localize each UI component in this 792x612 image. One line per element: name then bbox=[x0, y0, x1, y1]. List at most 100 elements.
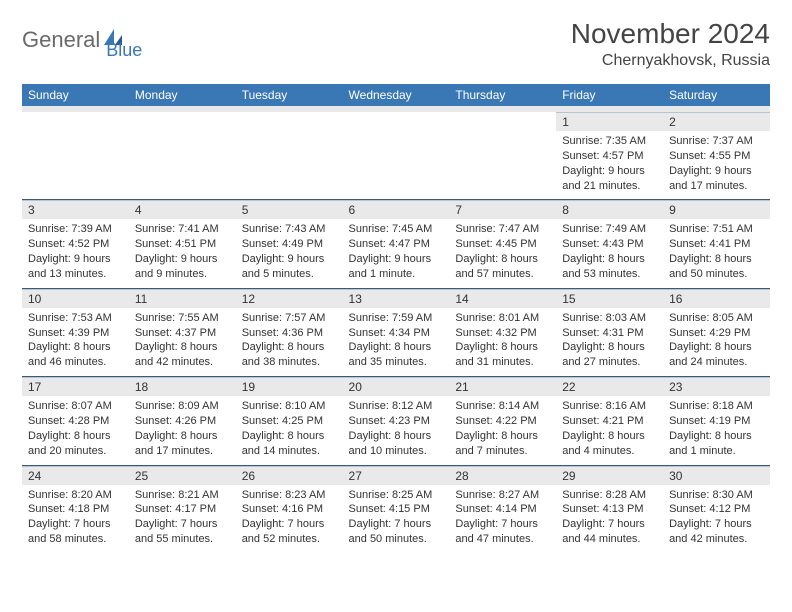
day-detail-line: Daylight: 8 hours bbox=[135, 429, 230, 444]
day-detail-line: Daylight: 8 hours bbox=[669, 340, 764, 355]
day-detail-line: Sunrise: 8:07 AM bbox=[28, 399, 123, 414]
day-detail-line: and 1 minute. bbox=[349, 267, 444, 282]
day-number: 6 bbox=[343, 200, 450, 219]
calendar-day-cell: 3Sunrise: 7:39 AMSunset: 4:52 PMDaylight… bbox=[22, 200, 129, 288]
day-detail-line: Sunrise: 8:01 AM bbox=[455, 311, 550, 326]
day-number: 8 bbox=[556, 200, 663, 219]
day-detail-line: Sunset: 4:32 PM bbox=[455, 326, 550, 341]
day-detail-line: and 58 minutes. bbox=[28, 532, 123, 547]
calendar-empty-cell bbox=[129, 109, 236, 200]
day-detail-line: and 14 minutes. bbox=[242, 444, 337, 459]
day-detail-line: and 46 minutes. bbox=[28, 355, 123, 370]
day-details: Sunrise: 7:51 AMSunset: 4:41 PMDaylight:… bbox=[669, 222, 764, 281]
day-details: Sunrise: 8:10 AMSunset: 4:25 PMDaylight:… bbox=[242, 399, 337, 458]
day-detail-line: Daylight: 7 hours bbox=[669, 517, 764, 532]
logo-text-blue: Blue bbox=[106, 40, 142, 61]
day-detail-line: Sunset: 4:15 PM bbox=[349, 502, 444, 517]
calendar-week-row: 1Sunrise: 7:35 AMSunset: 4:57 PMDaylight… bbox=[22, 109, 770, 200]
day-detail-line: and 38 minutes. bbox=[242, 355, 337, 370]
month-title: November 2024 bbox=[571, 18, 770, 50]
day-detail-line: Sunset: 4:25 PM bbox=[242, 414, 337, 429]
day-number: 4 bbox=[129, 200, 236, 219]
day-detail-line: Daylight: 8 hours bbox=[242, 429, 337, 444]
day-detail-line: and 35 minutes. bbox=[349, 355, 444, 370]
calendar-day-cell: 17Sunrise: 8:07 AMSunset: 4:28 PMDayligh… bbox=[22, 377, 129, 465]
calendar-day-cell: 21Sunrise: 8:14 AMSunset: 4:22 PMDayligh… bbox=[449, 377, 556, 465]
day-number: 18 bbox=[129, 377, 236, 396]
day-detail-line: Daylight: 9 hours bbox=[135, 252, 230, 267]
day-detail-line: Daylight: 8 hours bbox=[669, 429, 764, 444]
calendar-day-cell: 6 Sunrise: 7:45 AMSunset: 4:47 PMDaylight… bbox=[343, 200, 450, 288]
day-detail-line: Sunrise: 7:35 AM bbox=[562, 134, 657, 149]
day-details: Sunrise: 7:45 AMSunset: 4:47 PMDaylight:… bbox=[349, 222, 444, 281]
day-detail-line: Sunrise: 7:43 AM bbox=[242, 222, 337, 237]
day-number: 15 bbox=[556, 289, 663, 308]
day-detail-line: Sunset: 4:26 PM bbox=[135, 414, 230, 429]
day-details: Sunrise: 7:53 AMSunset: 4:39 PMDaylight:… bbox=[28, 311, 123, 370]
day-detail-line: and 50 minutes. bbox=[349, 532, 444, 547]
calendar-week-row: 10Sunrise: 7:53 AMSunset: 4:39 PMDayligh… bbox=[22, 288, 770, 376]
day-number: 22 bbox=[556, 377, 663, 396]
day-details: Sunrise: 7:37 AMSunset: 4:55 PMDaylight:… bbox=[669, 134, 764, 193]
day-details: Sunrise: 7:49 AMSunset: 4:43 PMDaylight:… bbox=[562, 222, 657, 281]
day-detail-line: Daylight: 8 hours bbox=[562, 429, 657, 444]
day-detail-line: and 13 minutes. bbox=[28, 267, 123, 282]
day-details: Sunrise: 8:27 AMSunset: 4:14 PMDaylight:… bbox=[455, 488, 550, 547]
day-details: Sunrise: 7:59 AMSunset: 4:34 PMDaylight:… bbox=[349, 311, 444, 370]
day-detail-line: Sunset: 4:43 PM bbox=[562, 237, 657, 252]
day-detail-line: Daylight: 9 hours bbox=[242, 252, 337, 267]
calendar-day-cell: 29Sunrise: 8:28 AMSunset: 4:13 PMDayligh… bbox=[556, 465, 663, 553]
day-number: 23 bbox=[663, 377, 770, 396]
day-detail-line: Sunrise: 8:20 AM bbox=[28, 488, 123, 503]
day-detail-line: and 57 minutes. bbox=[455, 267, 550, 282]
day-detail-line: Sunrise: 8:10 AM bbox=[242, 399, 337, 414]
day-detail-line: and 27 minutes. bbox=[562, 355, 657, 370]
day-number: 5 bbox=[236, 200, 343, 219]
calendar-day-cell: 18 Sunrise: 8:09 AMSunset: 4:26 PMDayligh… bbox=[129, 377, 236, 465]
day-detail-line: Sunset: 4:28 PM bbox=[28, 414, 123, 429]
calendar-day-cell: 16Sunrise: 8:05 AMSunset: 4:29 PMDayligh… bbox=[663, 288, 770, 376]
calendar-day-cell: 13Sunrise: 7:59 AMSunset: 4:34 PMDayligh… bbox=[343, 288, 450, 376]
day-detail-line: Sunrise: 8:23 AM bbox=[242, 488, 337, 503]
day-detail-line: Daylight: 8 hours bbox=[135, 340, 230, 355]
calendar-day-cell: 9Sunrise: 7:51 AMSunset: 4:41 PMDaylight… bbox=[663, 200, 770, 288]
calendar-empty-cell bbox=[449, 109, 556, 200]
day-details: Sunrise: 8:20 AMSunset: 4:18 PMDaylight:… bbox=[28, 488, 123, 547]
day-number: 12 bbox=[236, 289, 343, 308]
day-detail-line: and 53 minutes. bbox=[562, 267, 657, 282]
calendar-day-cell: 14Sunrise: 8:01 AMSunset: 4:32 PMDayligh… bbox=[449, 288, 556, 376]
day-detail-line: Sunrise: 8:05 AM bbox=[669, 311, 764, 326]
day-detail-line: Daylight: 7 hours bbox=[135, 517, 230, 532]
day-number: 30 bbox=[663, 466, 770, 485]
day-detail-line: Daylight: 9 hours bbox=[349, 252, 444, 267]
day-detail-line: Sunset: 4:39 PM bbox=[28, 326, 123, 341]
calendar-day-cell: 28Sunrise: 8:27 AMSunset: 4:14 PMDayligh… bbox=[449, 465, 556, 553]
day-detail-line: and 9 minutes. bbox=[135, 267, 230, 282]
day-number: 7 bbox=[449, 200, 556, 219]
day-detail-line: Daylight: 7 hours bbox=[562, 517, 657, 532]
day-details: Sunrise: 7:41 AMSunset: 4:51 PMDaylight:… bbox=[135, 222, 230, 281]
calendar-empty-cell bbox=[22, 109, 129, 200]
day-detail-line: and 24 minutes. bbox=[669, 355, 764, 370]
day-number: 25 bbox=[129, 466, 236, 485]
calendar-day-cell: 4 Sunrise: 7:41 AMSunset: 4:51 PMDaylight… bbox=[129, 200, 236, 288]
calendar-week-row: 24Sunrise: 8:20 AMSunset: 4:18 PMDayligh… bbox=[22, 465, 770, 553]
day-detail-line: Daylight: 9 hours bbox=[669, 164, 764, 179]
day-detail-line: and 10 minutes. bbox=[349, 444, 444, 459]
day-details: Sunrise: 8:05 AMSunset: 4:29 PMDaylight:… bbox=[669, 311, 764, 370]
day-detail-line: Sunrise: 8:25 AM bbox=[349, 488, 444, 503]
day-detail-line: Sunset: 4:31 PM bbox=[562, 326, 657, 341]
calendar-day-cell: 2Sunrise: 7:37 AMSunset: 4:55 PMDaylight… bbox=[663, 109, 770, 200]
day-detail-line: Daylight: 8 hours bbox=[242, 340, 337, 355]
day-detail-line: Sunset: 4:13 PM bbox=[562, 502, 657, 517]
day-detail-line: and 31 minutes. bbox=[455, 355, 550, 370]
day-detail-line: Sunrise: 8:09 AM bbox=[135, 399, 230, 414]
day-details: Sunrise: 8:09 AMSunset: 4:26 PMDaylight:… bbox=[135, 399, 230, 458]
day-detail-line: Sunrise: 8:16 AM bbox=[562, 399, 657, 414]
day-number: 14 bbox=[449, 289, 556, 308]
day-details: Sunrise: 8:14 AMSunset: 4:22 PMDaylight:… bbox=[455, 399, 550, 458]
day-details: Sunrise: 8:18 AMSunset: 4:19 PMDaylight:… bbox=[669, 399, 764, 458]
day-number: 19 bbox=[236, 377, 343, 396]
day-number: 11 bbox=[129, 289, 236, 308]
day-detail-line: and 20 minutes. bbox=[28, 444, 123, 459]
